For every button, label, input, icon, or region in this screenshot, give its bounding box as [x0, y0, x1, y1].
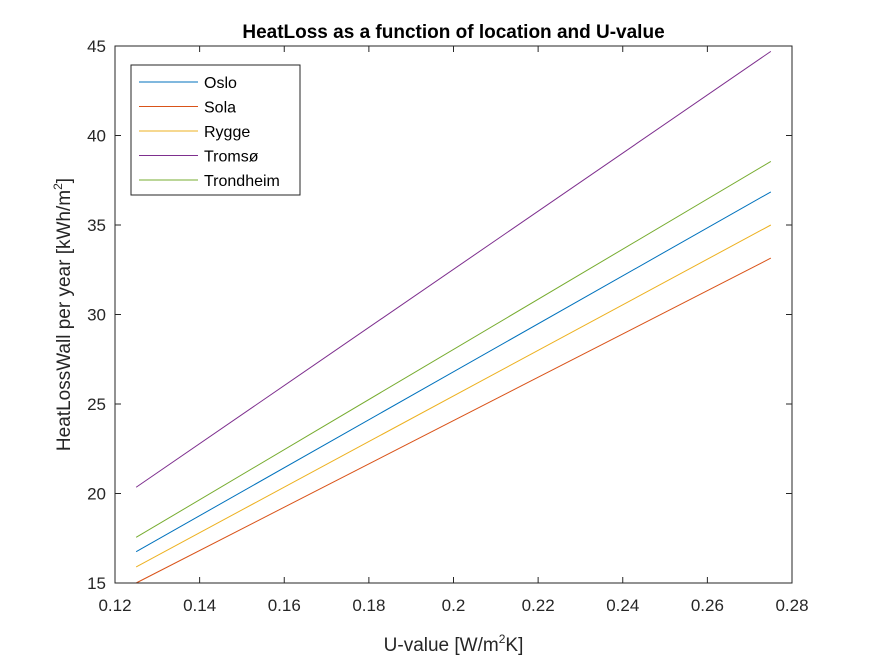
x-tick-label: 0.22 — [522, 596, 555, 615]
x-tick-label: 0.18 — [352, 596, 385, 615]
y-axis-label-superscript: 2 — [51, 183, 65, 190]
y-tick-label: 15 — [87, 574, 106, 593]
legend-label-troms-: Tromsø — [204, 149, 259, 166]
y-tick-label: 30 — [87, 306, 106, 325]
series-layer — [135, 50, 772, 584]
legend: Oslo Sola Rygge Tromsø Trondheim — [130, 64, 301, 196]
x-axis-label-suffix: K] — [505, 635, 523, 656]
y-axis-label-suffix: ] — [54, 178, 75, 183]
y-tick-label: 40 — [87, 127, 106, 146]
y-tick-label: 45 — [87, 37, 106, 56]
y-axis-label-main: HeatLossWall per year [kWh/m — [54, 190, 75, 451]
series-line-trondheim — [135, 161, 772, 538]
x-tick-label: 0.16 — [268, 596, 301, 615]
legend-items: Oslo Sola Rygge Tromsø Trondheim — [139, 75, 280, 190]
series-line-sola — [135, 257, 772, 584]
ticks-layer: 0.12 0.14 0.16 0.18 0.2 0.22 0.24 0.26 0.28 15 20 2… — [87, 37, 808, 615]
x-tick-label: 0.28 — [775, 596, 808, 615]
legend-label-trondheim: Trondheim — [204, 173, 280, 190]
x-tick-label: 0.14 — [183, 596, 216, 615]
x-axis-label-superscript: 2 — [499, 632, 506, 646]
x-tick-label: 0.26 — [691, 596, 724, 615]
x-axis-label: U-value [W/m2K] — [384, 632, 524, 656]
y-tick-label: 25 — [87, 395, 106, 414]
legend-label-oslo: Oslo — [204, 75, 237, 92]
series-line-troms- — [135, 50, 772, 488]
chart-title: HeatLoss as a function of location and U… — [242, 22, 664, 43]
x-axis-label-main: U-value [W/m — [384, 635, 499, 656]
legend-label-sola: Sola — [204, 100, 236, 117]
x-tick-label: 0.12 — [98, 596, 131, 615]
legend-label-rygge: Rygge — [204, 124, 250, 141]
legend-box — [130, 64, 301, 196]
y-tick-label: 20 — [87, 485, 106, 504]
series-line-oslo — [135, 191, 772, 553]
x-tick-label: 0.24 — [606, 596, 639, 615]
series-line-rygge — [135, 224, 772, 568]
y-tick-label: 35 — [87, 216, 106, 235]
y-axis-label: HeatLossWall per year [kWh/m2] — [51, 178, 75, 451]
x-tick-label: 0.2 — [442, 596, 466, 615]
